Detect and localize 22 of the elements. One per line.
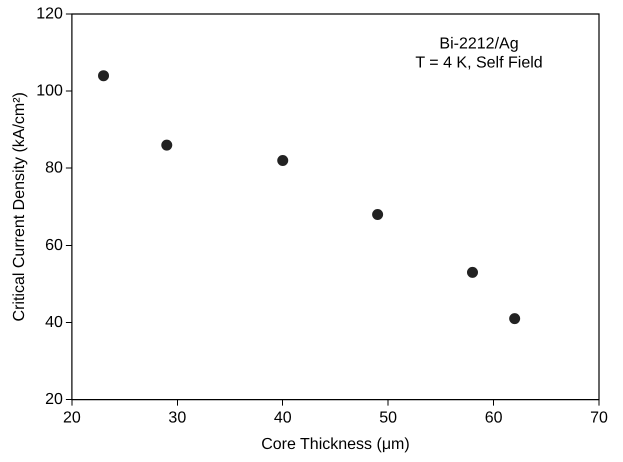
point <box>161 140 172 151</box>
y-axis-title: Critical Current Density (kA/cm²) <box>11 92 28 322</box>
x-tick-label: 50 <box>379 410 398 427</box>
x-tick-label: 60 <box>484 410 503 427</box>
x-tick-label: 30 <box>168 410 186 427</box>
y-tick-label: 120 <box>36 5 63 22</box>
y-tick-label: 60 <box>45 236 63 254</box>
x-tick-label: 40 <box>274 410 292 427</box>
point <box>277 155 288 166</box>
y-tick-label: 80 <box>45 160 63 177</box>
x-tick-label: 70 <box>590 410 608 427</box>
point <box>372 209 384 220</box>
y-tick-label: 100 <box>36 82 63 100</box>
y-tick-label: 20 <box>45 391 63 408</box>
y-tick-label: 40 <box>45 314 63 331</box>
point <box>509 313 520 324</box>
point <box>98 70 110 82</box>
x-axis-title: Core Thickness (μm) <box>261 436 410 453</box>
annotation: T = 4 K, Self Field <box>415 54 543 72</box>
annotation: Bi-2212/Ag <box>439 35 519 52</box>
x-tick-label: 20 <box>62 410 81 427</box>
point <box>466 266 478 278</box>
